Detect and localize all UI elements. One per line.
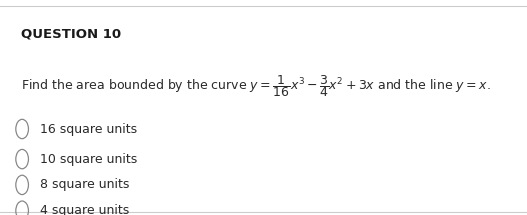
Text: 16 square units: 16 square units	[40, 123, 136, 135]
Text: QUESTION 10: QUESTION 10	[21, 28, 121, 41]
Text: 8 square units: 8 square units	[40, 178, 129, 191]
Text: Find the area bounded by the curve $y=\dfrac{1}{16}x^3-\dfrac{3}{4}x^2+3x$ and t: Find the area bounded by the curve $y=\d…	[21, 73, 491, 99]
Text: 10 square units: 10 square units	[40, 153, 137, 166]
Text: 4 square units: 4 square units	[40, 204, 129, 215]
